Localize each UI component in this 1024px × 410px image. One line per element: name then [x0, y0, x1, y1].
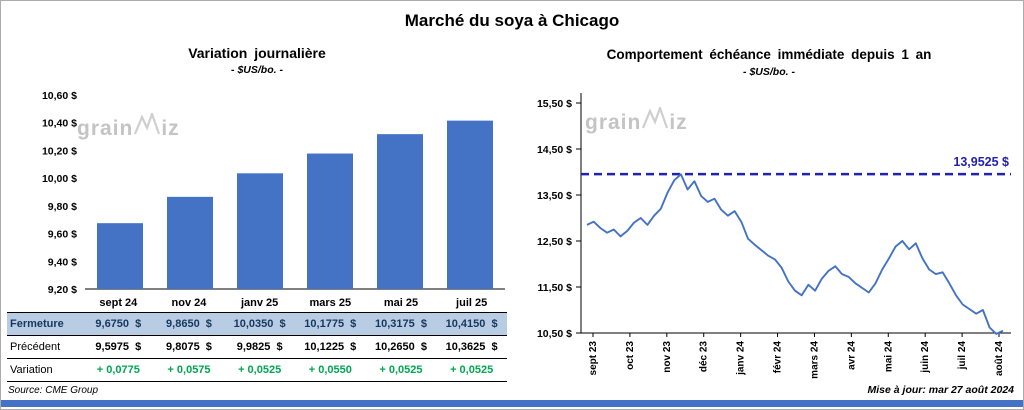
month-header: mai 25 [365, 293, 437, 313]
precedent-value: 9,5975 $ [83, 335, 154, 359]
svg-text:15,50 $: 15,50 $ [537, 98, 572, 110]
variation-value: + 0,0525 [436, 358, 507, 382]
variation-value: + 0,0525 [224, 358, 295, 382]
month-header: sept 24 [83, 293, 154, 313]
svg-text:9,80 $: 9,80 $ [48, 201, 77, 213]
row-label: Variation [7, 358, 83, 382]
svg-text:9,20 $: 9,20 $ [48, 284, 77, 295]
svg-text:nov 23: nov 23 [662, 341, 673, 373]
svg-text:13,50 $: 13,50 $ [537, 190, 572, 202]
month-header: juil 25 [436, 293, 507, 313]
left-chart-subtitle: - $US/bo. - [231, 64, 283, 76]
variation-value: + 0,0575 [153, 358, 225, 382]
fermeture-value: 10,3175 $ [365, 312, 437, 336]
svg-text:janv 24: janv 24 [736, 341, 747, 376]
svg-text:13,9525 $: 13,9525 $ [953, 155, 1009, 169]
fermeture-value: 10,1775 $ [294, 312, 366, 336]
fermeture-row: Fermeture 9,6750 $ 9,8650 $ 10,0350 $ 10… [7, 312, 507, 336]
svg-text:juil 24: juil 24 [957, 341, 968, 371]
variation-value: + 0,0775 [83, 358, 154, 382]
precedent-value: 10,2650 $ [365, 335, 437, 359]
row-label: Fermeture [7, 312, 83, 336]
svg-text:10,00 $: 10,00 $ [42, 173, 77, 185]
precedent-value: 9,9825 $ [224, 335, 295, 359]
price-table: sept 24 nov 24 janv 25 mars 25 mai 25 ju… [7, 293, 507, 382]
front-month-line-chart: 15,50 $ 14,50 $ 13,50 $ 12,50 $ 11,50 $ 10,50… [537, 93, 1011, 379]
svg-text:10,60 $: 10,60 $ [42, 90, 77, 102]
svg-text:sept 23: sept 23 [588, 341, 599, 376]
right-chart-title: Comportement échéance immédiate depuis 1… [606, 47, 932, 62]
svg-text:juin 24: juin 24 [920, 341, 931, 374]
precedent-value: 9,8075 $ [153, 335, 225, 359]
table-corner-cell [7, 293, 83, 313]
variation-value: + 0,0550 [294, 358, 366, 382]
svg-text:14,50 $: 14,50 $ [537, 144, 572, 156]
source-note: Source: CME Group [8, 385, 99, 396]
fermeture-value: 10,0350 $ [224, 312, 295, 336]
svg-text:oct 23: oct 23 [625, 341, 636, 370]
left-chart-title: Variation journalière [188, 45, 326, 61]
svg-text:avr 24: avr 24 [846, 341, 857, 370]
month-header: janv 25 [224, 293, 295, 313]
fermeture-value: 9,8650 $ [153, 312, 225, 336]
month-header: mars 25 [294, 293, 366, 313]
variation-value: + 0,0525 [365, 358, 437, 382]
svg-text:9,40 $: 9,40 $ [48, 256, 77, 268]
svg-text:août 24: août 24 [994, 341, 1005, 376]
fermeture-value: 9,6750 $ [83, 312, 154, 336]
updated-note: Mise à jour: mar 27 août 2024 [867, 384, 1014, 396]
page-title: Marché du soya à Chicago [404, 11, 620, 30]
svg-text:déc 23: déc 23 [699, 341, 710, 373]
fermeture-value: 10,4150 $ [436, 312, 507, 336]
svg-text:févr 24: févr 24 [773, 341, 784, 374]
precedent-value: 10,1225 $ [294, 335, 366, 359]
svg-text:mars 24: mars 24 [809, 341, 820, 379]
variation-row: Variation + 0,0775 + 0,0575 + 0,0525 + 0… [7, 358, 507, 382]
footer-accent-bar [1, 400, 1023, 407]
svg-text:mai 24: mai 24 [883, 341, 894, 373]
svg-text:10,20 $: 10,20 $ [42, 145, 77, 157]
svg-text:9,60 $: 9,60 $ [48, 229, 77, 241]
svg-text:12,50 $: 12,50 $ [537, 236, 572, 248]
svg-text:11,50 $: 11,50 $ [538, 282, 573, 294]
precedent-row: Précédent 9,5975 $ 9,8075 $ 9,9825 $ 10,… [7, 335, 507, 359]
row-label: Précédent [7, 335, 83, 359]
svg-text:10,40 $: 10,40 $ [42, 118, 77, 130]
svg-text:10,50 $: 10,50 $ [537, 328, 572, 340]
daily-variation-bar-chart: 10,60 $ 10,40 $ 10,20 $ 10,00 $ 9,80 $ 9,60 $… [42, 90, 505, 295]
precedent-value: 10,3625 $ [436, 335, 507, 359]
table-header-row: sept 24 nov 24 janv 25 mars 25 mai 25 ju… [7, 293, 507, 313]
right-chart-subtitle: - $US/bo. - [743, 66, 795, 78]
month-header: nov 24 [153, 293, 225, 313]
